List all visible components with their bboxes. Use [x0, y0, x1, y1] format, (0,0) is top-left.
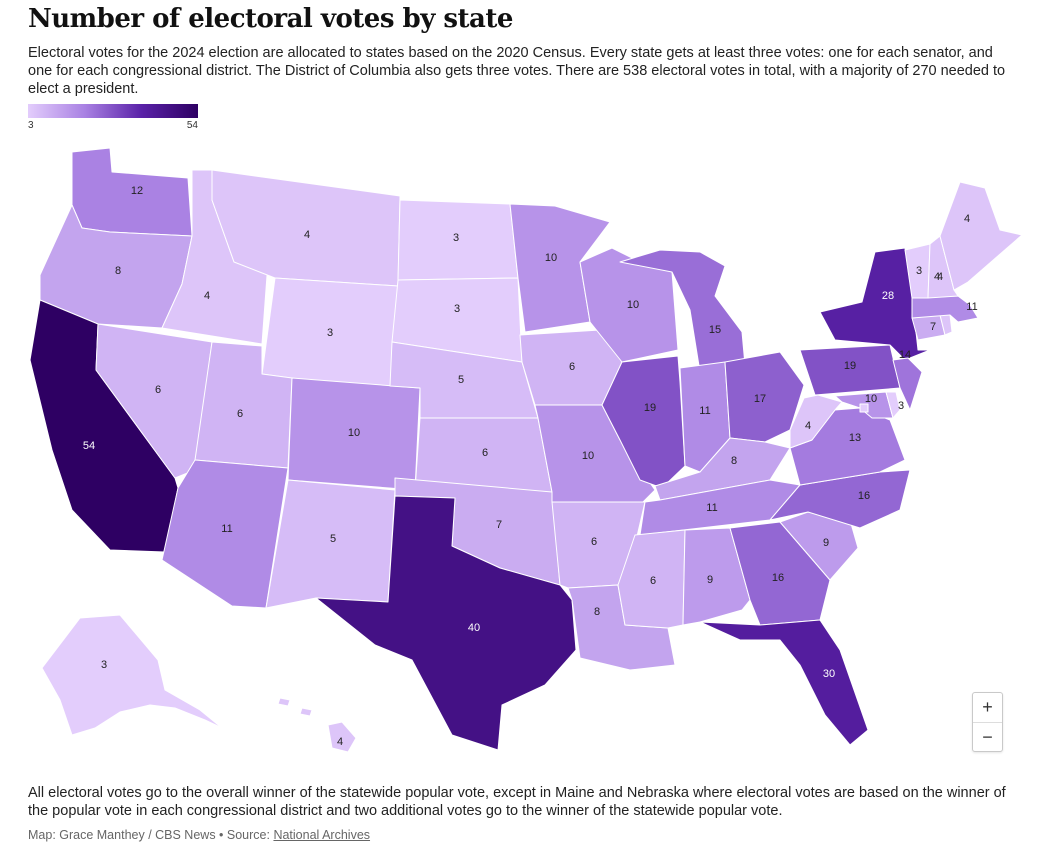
vote-label-PA: 19 — [844, 360, 856, 372]
state-MA[interactable] — [911, 295, 979, 323]
vote-label-KY: 8 — [731, 455, 737, 467]
vote-label-TX: 40 — [468, 622, 480, 634]
zoom-control: + − — [972, 692, 1003, 752]
vote-label-MN: 10 — [545, 252, 557, 264]
vote-label-VT: 3 — [916, 265, 922, 277]
state-HI[interactable] — [277, 697, 357, 753]
vote-label-MA: 11 — [966, 301, 977, 313]
vote-label-CA: 54 — [83, 440, 95, 452]
vote-label-ID: 4 — [204, 290, 210, 302]
legend-max-label: 54 — [186, 120, 198, 131]
vote-label-SD: 3 — [454, 303, 460, 315]
vote-label-AL: 9 — [707, 574, 713, 586]
state-MI[interactable] — [619, 249, 746, 373]
vote-label-ME: 4 — [964, 213, 970, 225]
page-title: Number of electoral votes by state — [28, 4, 513, 34]
vote-label-AR: 6 — [591, 536, 597, 548]
zoom-out-button[interactable]: − — [982, 727, 993, 747]
vote-label-GA: 16 — [772, 572, 784, 584]
state-NJ[interactable] — [892, 357, 923, 411]
vote-label-UT: 6 — [237, 408, 243, 420]
legend-gradient-bar — [28, 104, 198, 118]
credit-text: Map: Grace Manthey / CBS News • Source: — [28, 828, 274, 842]
state-NH[interactable] — [927, 235, 959, 299]
vote-label-MT: 4 — [304, 229, 310, 241]
intro-text: Electoral votes for the 2024 election ar… — [28, 45, 1006, 97]
vote-label-AK: 3 — [101, 659, 107, 671]
state-SC[interactable] — [779, 511, 859, 581]
vote-label-MD: 10 — [865, 393, 877, 405]
state-WV[interactable] — [789, 394, 843, 449]
vote-label-MI: 15 — [709, 324, 721, 336]
state-WI[interactable] — [579, 247, 679, 363]
vote-label-TN: 11 — [706, 502, 717, 514]
vote-label-NH: 4 — [934, 271, 940, 283]
vote-label-NJ: 14 — [899, 349, 911, 361]
vote-label-NY: 28 — [882, 290, 894, 302]
legend-min-label: 3 — [28, 120, 34, 131]
vote-label-AZ: 11 — [221, 523, 232, 535]
vote-label-CT: 7 — [930, 321, 936, 333]
vote-label-IN: 11 — [699, 405, 710, 417]
color-legend: 3 54 — [28, 104, 198, 131]
vote-label-NM: 5 — [330, 533, 336, 545]
vote-label-VA: 13 — [849, 432, 861, 444]
state-TX[interactable] — [315, 495, 577, 751]
vote-label-OK: 7 — [496, 519, 502, 531]
state-ME[interactable] — [939, 181, 1023, 291]
vote-label-OH: 17 — [754, 393, 766, 405]
vote-label-IA: 6 — [569, 361, 575, 373]
map-svg[interactable]: 1285446436111053356740106106810191511178… — [0, 130, 1037, 780]
us-electoral-map[interactable]: 12 8 54 4 6 4 3 6 11 10 5 3 3 5 6 7 40 10 6 10 6 8 10 19 15 11 17 8… — [0, 130, 1037, 780]
vote-label-NV: 6 — [155, 384, 161, 396]
vote-label-ND: 3 — [453, 232, 459, 244]
zoom-in-button[interactable]: + — [973, 693, 1002, 723]
footnote-text: All electoral votes go to the overall wi… — [28, 785, 1006, 819]
vote-label-WI: 10 — [627, 299, 639, 311]
source-link[interactable]: National Archives — [273, 828, 371, 842]
vote-label-RI: 4 — [937, 271, 943, 283]
vote-label-NE: 5 — [458, 374, 464, 386]
state-CT[interactable] — [911, 314, 946, 341]
state-DE[interactable] — [885, 391, 901, 419]
vote-label-MS: 6 — [650, 575, 656, 587]
state-AK[interactable] — [41, 614, 223, 736]
state-NV[interactable] — [95, 323, 213, 479]
state-DC[interactable] — [859, 403, 869, 413]
vote-label-FL: 30 — [823, 668, 835, 680]
vote-label-LA: 8 — [594, 606, 600, 618]
vote-label-CO: 10 — [348, 427, 360, 439]
vote-label-SC: 9 — [823, 537, 829, 549]
credit-line: Map: Grace Manthey / CBS News • Source: … — [28, 828, 370, 842]
vote-label-IL: 19 — [644, 402, 656, 414]
vote-label-HI: 4 — [337, 736, 343, 748]
vote-label-WV: 4 — [805, 420, 811, 432]
vote-label-WY: 3 — [327, 327, 333, 339]
vote-label-NC: 16 — [858, 490, 870, 502]
vote-label-DE: 3 — [898, 400, 904, 412]
vote-label-OR: 8 — [115, 265, 121, 277]
state-NY[interactable] — [819, 247, 931, 361]
vote-label-KS: 6 — [482, 447, 488, 459]
vote-label-MO: 10 — [582, 450, 594, 462]
state-FL[interactable] — [699, 619, 869, 746]
vote-label-WA: 12 — [131, 185, 143, 197]
